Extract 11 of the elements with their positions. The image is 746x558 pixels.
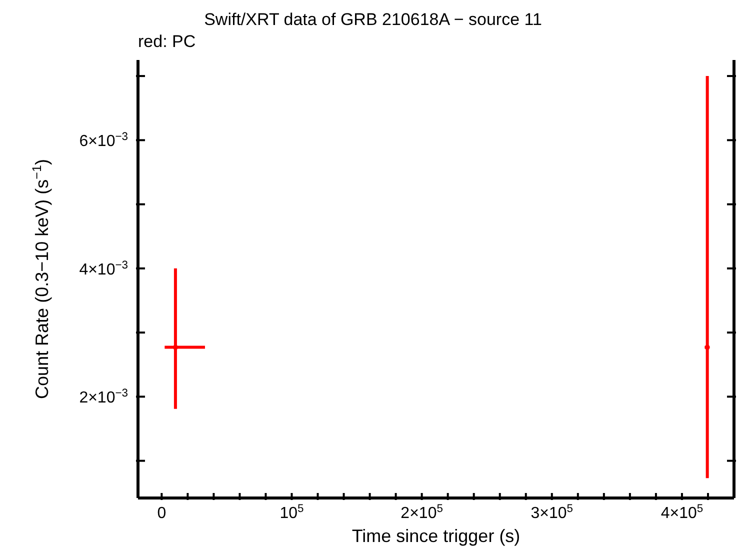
y-tick-label: 2×10$^{−3}$ bbox=[79, 388, 128, 407]
y-tick-label: 6×10$^{−3}$ bbox=[79, 131, 128, 150]
x-tick-label: 2×10$^{5}$ bbox=[400, 503, 443, 522]
y-tick-label: 4×10$^{−3}$ bbox=[79, 259, 128, 278]
x-tick-label: 4×10$^{5}$ bbox=[660, 503, 704, 522]
x-tick-label: 3×10$^{5}$ bbox=[530, 503, 574, 522]
x-axis-title: Time since trigger (s) bbox=[352, 526, 520, 546]
chart-title: Swift/XRT data of GRB 210618A − source 11 bbox=[203, 10, 543, 30]
chart-subtitle: red: PC bbox=[138, 32, 196, 52]
x-tick-label: 0 bbox=[157, 505, 166, 522]
x-tick-label: 10$^{5}$ bbox=[280, 503, 304, 522]
